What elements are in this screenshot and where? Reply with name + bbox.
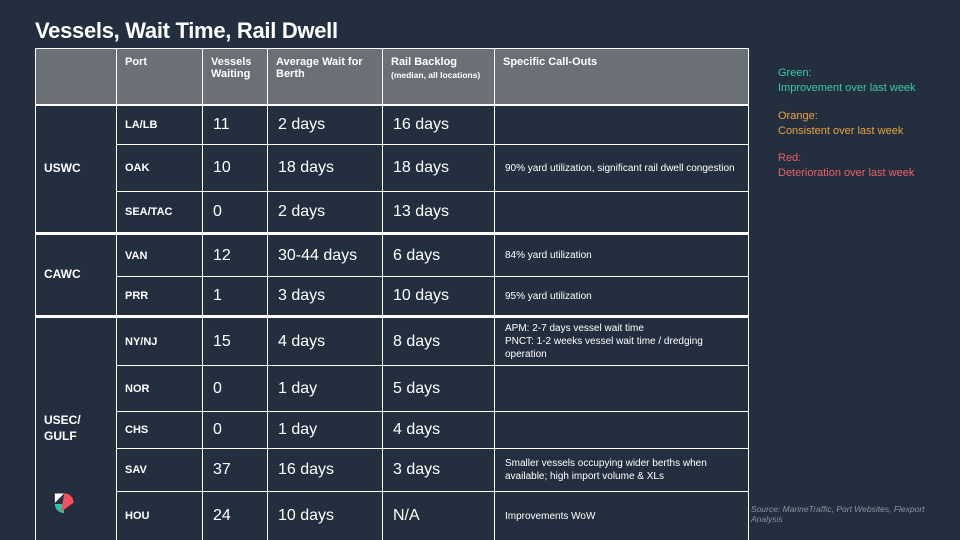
vessels-waiting-cell: 0 (202, 411, 268, 449)
source-note: Source: MarineTraffic, Port Websites, Fl… (751, 504, 925, 524)
port-cell: CHS (116, 411, 203, 449)
port-cell: PRR (116, 276, 203, 317)
region-cell: CAWC (35, 232, 117, 317)
callout-cell (494, 191, 749, 234)
vessels-waiting-cell: 0 (202, 191, 268, 234)
table-row: USWC LA/LB 11 2 days 16 days (35, 104, 749, 234)
avg-wait-cell: 1 day (267, 411, 383, 449)
header-row: Port Vessels Waiting Average Wait for Be… (35, 48, 749, 106)
table-row: PRR 1 3 days 10 days 95% yard utilizatio… (36, 276, 749, 317)
table-row: NOR 0 1 day 5 days (36, 365, 749, 412)
legend-desc: Consistent over last week (778, 124, 904, 137)
legend-item-red: Red: Deterioration over last week (778, 151, 953, 181)
header-rail-backlog-sublabel: (median, all locations) (391, 70, 481, 80)
vessels-waiting-cell: 10 (202, 144, 268, 192)
vessels-waiting-cell: 24 (202, 491, 268, 540)
table-row: USEC/ GULF NY/NJ 15 4 days 8 days APM: 2… (35, 315, 749, 540)
legend-label: Orange: (778, 109, 818, 122)
callout-cell (494, 365, 749, 412)
port-cell: OAK (116, 144, 203, 192)
rail-backlog-cell: 4 days (382, 411, 495, 449)
region-cell: USEC/ GULF (35, 315, 117, 540)
port-status-table: Port Vessels Waiting Average Wait for Be… (35, 48, 749, 540)
avg-wait-cell: 2 days (267, 104, 383, 145)
header-callouts: Specific Call-Outs (494, 48, 749, 106)
rail-backlog-cell: 6 days (382, 232, 495, 277)
avg-wait-cell: 10 days (267, 491, 383, 540)
rail-backlog-cell: 16 days (382, 104, 495, 145)
header-rail-backlog-label: Rail Backlog (391, 56, 458, 68)
callout-cell: 84% yard utilization (494, 232, 749, 277)
callout-cell: 95% yard utilization (494, 276, 749, 317)
header-port: Port (116, 48, 203, 106)
header-rail-backlog: Rail Backlog (median, all locations) (382, 48, 495, 106)
legend-desc: Deterioration over last week (778, 167, 915, 180)
rail-backlog-cell: 13 days (382, 191, 495, 234)
avg-wait-cell: 3 days (267, 276, 383, 317)
table-row: SAV 37 16 days 3 days Smaller vessels oc… (36, 448, 749, 492)
port-cell: LA/LB (116, 104, 203, 145)
rail-backlog-cell: 3 days (382, 448, 495, 492)
callout-cell: APM: 2-7 days vessel wait time PNCT: 1-2… (494, 315, 749, 366)
callout-cell (494, 104, 749, 145)
callout-cell: 90% yard utilization, significant rail d… (494, 144, 749, 192)
port-cell: VAN (116, 232, 203, 277)
callout-cell: Improvements WoW (494, 491, 749, 540)
callout-cell (494, 411, 749, 449)
vessels-waiting-cell: 15 (202, 315, 268, 366)
legend-label: Green: (778, 67, 812, 79)
rail-backlog-cell: 10 days (382, 276, 495, 317)
port-cell: SAV (116, 448, 203, 492)
legend-item-orange: Orange: Consistent over last week (778, 109, 953, 139)
port-cell: NY/NJ (116, 315, 203, 366)
avg-wait-cell: 2 days (267, 191, 383, 234)
rail-backlog-cell: 18 days (382, 144, 495, 192)
port-cell: NOR (116, 365, 203, 412)
legend: Green: Improvement over last week Orange… (778, 66, 953, 194)
callout-cell: Smaller vessels occupying wider berths w… (494, 448, 749, 492)
avg-wait-cell: 16 days (267, 448, 383, 492)
vessels-waiting-cell: 37 (202, 448, 268, 492)
flexport-logo-icon (54, 493, 74, 514)
table-row: HOU 24 10 days N/A Improvements WoW (36, 491, 749, 540)
rail-backlog-cell: N/A (382, 491, 495, 540)
header-average-wait: Average Wait for Berth (267, 48, 383, 106)
vessels-waiting-cell: 12 (202, 232, 268, 277)
legend-item-green: Green: Improvement over last week (778, 66, 953, 96)
avg-wait-cell: 18 days (267, 144, 383, 192)
port-cell: HOU (116, 491, 203, 540)
table-row: CHS 0 1 day 4 days (36, 411, 749, 449)
region-cell: USWC (35, 104, 117, 234)
header-vessels-waiting: Vessels Waiting (202, 48, 268, 106)
legend-label: Red: (778, 152, 802, 165)
header-region (35, 48, 117, 106)
legend-desc: Improvement over last week (778, 81, 916, 94)
rail-backlog-cell: 8 days (382, 315, 495, 366)
vessels-waiting-cell: 0 (202, 365, 268, 412)
rail-backlog-cell: 5 days (382, 365, 495, 412)
vessels-waiting-cell: 11 (202, 104, 268, 145)
vessels-waiting-cell: 1 (202, 276, 268, 317)
port-cell: SEA/TAC (116, 191, 203, 234)
table-row: OAK 10 18 days 18 days 90% yard utilizat… (36, 144, 749, 192)
avg-wait-cell: 30-44 days (267, 232, 383, 277)
table-row: CAWC VAN 12 30-44 days 6 days 84% yard u… (35, 232, 749, 317)
avg-wait-cell: 1 day (267, 365, 383, 412)
page-title: Vessels, Wait Time, Rail Dwell (35, 18, 338, 43)
table-row: SEA/TAC 0 2 days 13 days (36, 191, 749, 234)
avg-wait-cell: 4 days (267, 315, 383, 366)
